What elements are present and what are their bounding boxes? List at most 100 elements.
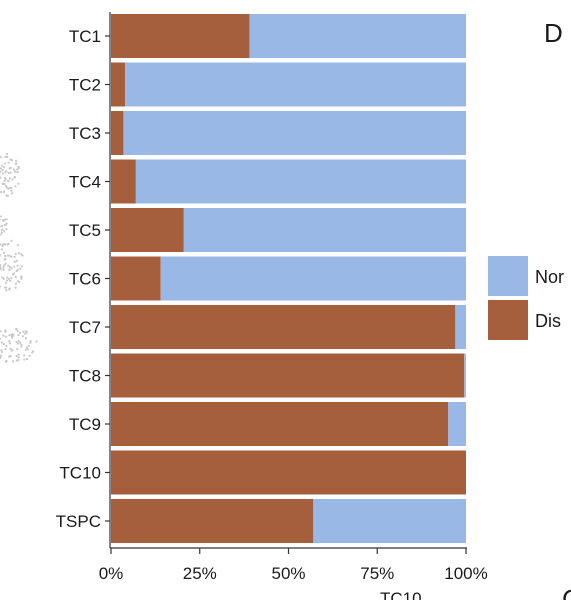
y-tick-label-tc6: TC6 (69, 270, 101, 289)
bar-nor-tc5 (183, 208, 466, 252)
legend-swatch-dis (488, 300, 528, 340)
scatter-dot (3, 230, 6, 233)
x-tick-label-2: 50% (271, 564, 305, 583)
scatter-dot (14, 252, 17, 256)
scatter-dot (0, 190, 3, 194)
scatter-dot (0, 350, 3, 354)
scatter-dot (11, 349, 14, 352)
scatter-dot (2, 277, 5, 281)
scatter-dot (9, 166, 13, 169)
scatter-dot (27, 348, 30, 351)
scatter-dot (9, 158, 12, 161)
scatter-dot (0, 266, 2, 269)
legend: Nor Dis (488, 256, 564, 340)
scatter-dot (8, 333, 11, 337)
scatter-dot (0, 341, 3, 344)
scatter-dot (14, 170, 17, 173)
y-tick-label-tc3: TC3 (69, 124, 101, 143)
scatter-dot (0, 218, 1, 221)
y-tick-label-tc7: TC7 (69, 318, 101, 337)
scatter-dot (4, 218, 7, 221)
bar-dis-tc4 (111, 159, 136, 204)
scatter-dot (4, 184, 8, 188)
scatter-dot (0, 330, 2, 333)
y-tick-label-tc4: TC4 (69, 173, 101, 192)
scatter-dot (3, 264, 6, 267)
bar-dis-tc3 (111, 111, 124, 155)
scatter-dot (3, 258, 6, 261)
scatter-dot (4, 178, 7, 181)
scatter-dot (6, 276, 9, 279)
scatter-dot (13, 265, 16, 268)
scatter-dot (11, 273, 15, 276)
scatter-dot (16, 244, 20, 247)
scatter-dot (1, 276, 4, 279)
scatter-dot (28, 354, 31, 357)
scatter-dot (10, 333, 13, 336)
scatter-dot (8, 265, 12, 268)
scatter-dot (2, 251, 6, 254)
y-tick-label-tc9: TC9 (69, 415, 101, 434)
scatter-dot (14, 286, 17, 289)
y-tick-label-tc1: TC1 (69, 27, 101, 46)
scatter-dot (6, 180, 10, 183)
y-tick-label-tspc: TSPC (56, 512, 101, 531)
y-tick-label-tc10: TC10 (59, 464, 101, 483)
scatter-dot (0, 356, 2, 359)
scatter-dot (10, 239, 13, 242)
scatter-dot (4, 360, 7, 363)
scatter-dot (9, 354, 12, 358)
scatter-dot (14, 185, 17, 188)
scatter-dot (14, 282, 18, 285)
stacked-bars (111, 14, 467, 543)
scatter-dot (25, 330, 28, 333)
scatter-dot (8, 254, 11, 257)
scatter-dot (7, 264, 10, 267)
scatter-dot (25, 346, 29, 349)
scatter-dot (14, 275, 17, 279)
scatter-dot (8, 287, 11, 290)
scatter-dot (16, 342, 20, 345)
axes (105, 12, 467, 554)
scatter-dot (4, 155, 7, 158)
scatter-dot (3, 182, 6, 186)
scatter-dot (1, 164, 4, 167)
panel-letter: D (544, 18, 563, 48)
cut-off-bottom-label: TC10 (380, 589, 422, 600)
scatter-dot (6, 155, 9, 159)
scatter-dot (1, 244, 4, 248)
scatter-dot (9, 279, 12, 283)
scatter-dot (1, 172, 5, 175)
scatter-dot (1, 168, 4, 172)
scatter-dot (3, 166, 6, 169)
scatter-dot (5, 194, 8, 197)
scatter-dot (15, 340, 18, 344)
scatter-dot (8, 177, 11, 180)
scatter-dot (16, 171, 19, 174)
scatter-dot (0, 226, 1, 229)
scatter-dot (0, 243, 2, 246)
scatter-dot (10, 277, 13, 280)
scatter-dot (15, 269, 18, 273)
legend-swatch-nor (488, 256, 528, 296)
scatter-dot (3, 179, 6, 182)
scatter-dot (17, 340, 20, 343)
scatter-dot (6, 243, 9, 246)
scatter-dot (16, 168, 19, 171)
cropped-scatter-fragment (0, 152, 38, 363)
scatter-dot (19, 341, 22, 344)
scatter-dot (2, 266, 5, 269)
bar-dis-tspc (111, 499, 314, 543)
scatter-dot (6, 254, 9, 257)
scatter-dot (13, 176, 17, 179)
scatter-dot (7, 161, 10, 164)
scatter-dot (5, 228, 8, 231)
scatter-dot (19, 267, 22, 270)
scatter-dot (20, 253, 23, 256)
bar-dis-tc9 (111, 402, 449, 446)
scatter-dot (2, 342, 5, 345)
bar-nor-tspc (313, 499, 466, 543)
scatter-dot (4, 262, 7, 265)
scatter-dot (20, 275, 23, 278)
